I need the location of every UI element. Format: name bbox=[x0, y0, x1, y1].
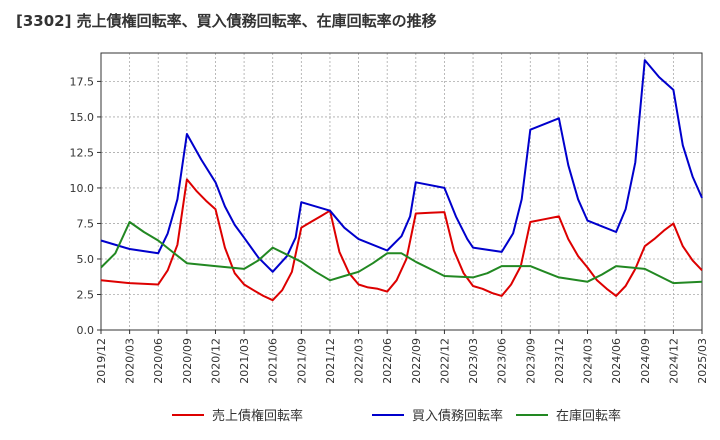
y-tick-label: 15.0 bbox=[70, 111, 95, 124]
legend-label-3: 在庫回転率 bbox=[556, 408, 621, 424]
y-tick-label: 2.5 bbox=[77, 288, 95, 301]
x-tick-label: 2024/03 bbox=[582, 338, 595, 384]
x-tick-label: 2020/06 bbox=[152, 338, 165, 384]
x-tick-label: 2022/09 bbox=[410, 338, 423, 384]
x-tick-label: 2021/09 bbox=[295, 338, 308, 384]
y-tick-label: 5.0 bbox=[77, 253, 95, 266]
x-tick-label: 2020/03 bbox=[124, 338, 137, 384]
x-axis-ticks: 2019/12 2020/03 2020/06 2020/09 2020/12 2021/… bbox=[95, 330, 709, 384]
series-line-3 bbox=[100, 221, 703, 285]
x-tick-label: 2020/09 bbox=[181, 338, 194, 384]
chart-title: [3302] 売上債権回転率、買入債務回転率、在庫回転率の推移 bbox=[16, 12, 437, 30]
plot-frame bbox=[100, 52, 703, 331]
legend: 売上債権回転率 買入債務回転率 在庫回転率 bbox=[172, 408, 621, 424]
x-tick-label: 2022/12 bbox=[438, 338, 451, 384]
x-tick-label: 2023/06 bbox=[496, 338, 509, 384]
x-tick-label: 2021/12 bbox=[324, 338, 337, 384]
series-line-2 bbox=[100, 59, 703, 273]
y-tick-label: 17.5 bbox=[70, 75, 95, 88]
x-tick-label: 2022/06 bbox=[381, 338, 394, 384]
x-tick-label: 2021/06 bbox=[267, 338, 280, 384]
x-tick-label: 2024/12 bbox=[667, 338, 680, 384]
x-tick-label: 2024/06 bbox=[610, 338, 623, 384]
x-tick-label: 2023/12 bbox=[553, 338, 566, 384]
y-axis-ticks: 0.0 2.5 5.0 7.5 10.0 12.5 15.0 17.5 bbox=[70, 75, 101, 337]
x-tick-label: 2020/12 bbox=[209, 338, 222, 384]
y-tick-label: 0.0 bbox=[77, 324, 95, 337]
legend-label-2: 買入債務回転率 bbox=[412, 408, 503, 424]
grid-lines bbox=[100, 53, 703, 331]
x-tick-label: 2025/03 bbox=[696, 338, 709, 384]
y-tick-label: 12.5 bbox=[70, 146, 95, 159]
x-tick-label: 2023/09 bbox=[524, 338, 537, 384]
series-group bbox=[100, 59, 703, 302]
x-tick-label: 2024/09 bbox=[639, 338, 652, 384]
x-tick-label: 2019/12 bbox=[95, 338, 108, 384]
x-tick-label: 2021/03 bbox=[238, 338, 251, 384]
x-tick-label: 2023/03 bbox=[467, 338, 480, 384]
y-tick-label: 10.0 bbox=[70, 182, 95, 195]
x-tick-label: 2022/03 bbox=[353, 338, 366, 384]
y-tick-label: 7.5 bbox=[77, 217, 95, 230]
series-line-1 bbox=[100, 178, 703, 302]
legend-label-1: 売上債権回転率 bbox=[212, 408, 303, 424]
